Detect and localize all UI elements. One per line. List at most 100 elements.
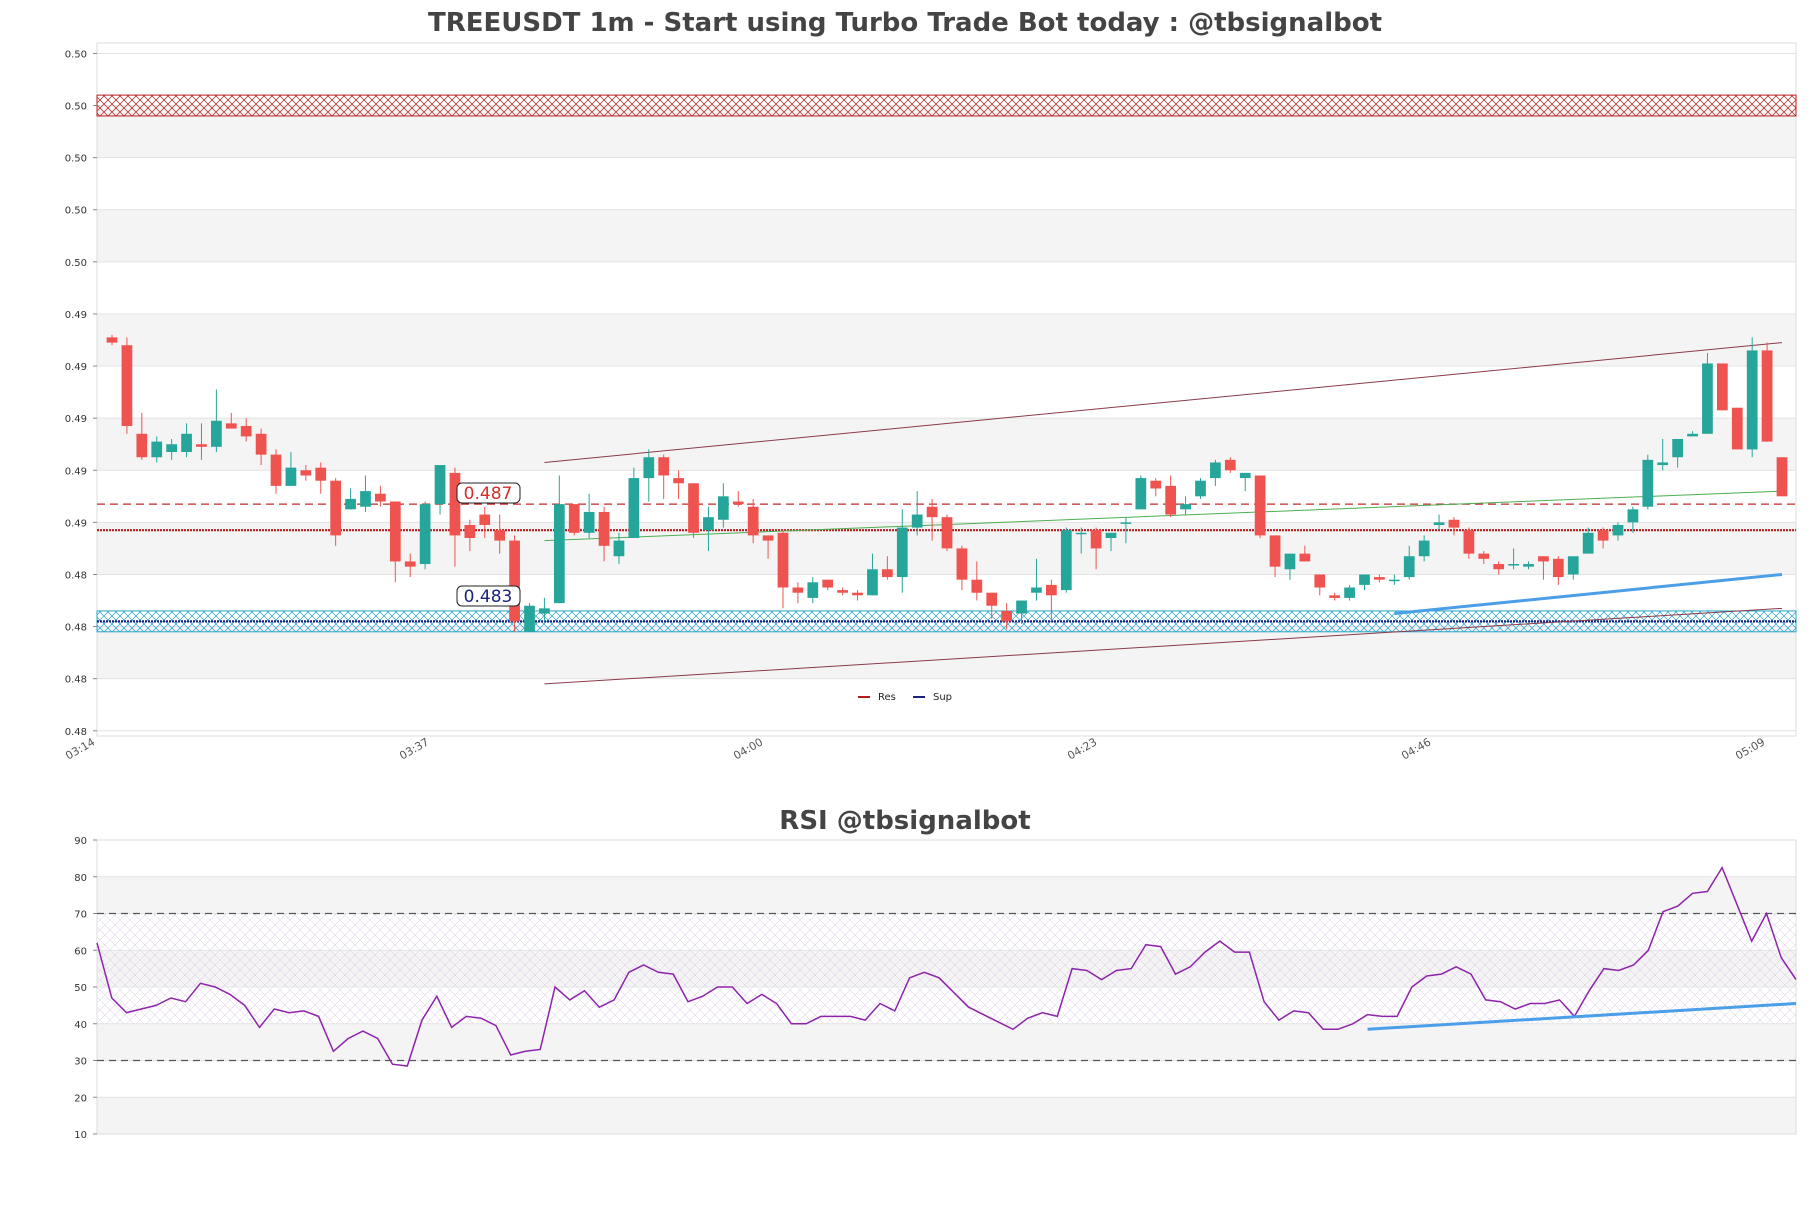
candle-body <box>464 524 476 538</box>
candle <box>360 475 371 512</box>
candle <box>792 582 804 604</box>
candle-body <box>1627 509 1639 523</box>
rsi-y-tick-label: 90 <box>74 836 87 847</box>
resistance-zone <box>96 94 1797 117</box>
candle <box>717 483 729 528</box>
sr-zones <box>96 94 1797 633</box>
candle-body <box>658 457 670 476</box>
candle-body <box>1538 556 1549 562</box>
candle-body <box>121 345 133 426</box>
candle <box>196 423 207 460</box>
price-y-tick-label: 0.50 <box>65 258 87 269</box>
candle <box>807 577 819 604</box>
rsi-hatch-band <box>97 950 1796 987</box>
candle <box>1075 527 1087 554</box>
candle <box>1761 342 1773 442</box>
candle-body <box>971 579 983 593</box>
candle-body <box>1388 579 1400 582</box>
rsi-y-tick-label: 70 <box>74 910 87 921</box>
resistance-label: 0.487 <box>456 482 521 504</box>
price-x-tick-label: 03:14 <box>63 735 97 762</box>
trend-blue-line <box>1394 572 1783 616</box>
candle-body <box>807 582 819 598</box>
candle <box>613 532 625 565</box>
candle <box>1731 407 1743 450</box>
candle-body <box>345 498 356 510</box>
candle <box>1567 556 1579 580</box>
candle <box>941 514 953 552</box>
price-y-tick-label: 0.50 <box>65 206 87 217</box>
rsi-y-tick-label: 50 <box>74 983 87 994</box>
candle <box>867 553 878 596</box>
price-x-tick-label: 05:09 <box>1733 735 1767 762</box>
candle-body <box>1046 584 1057 596</box>
candle-body <box>688 483 699 533</box>
candle <box>1299 545 1311 562</box>
candle-body <box>1582 532 1594 554</box>
price-x-tick-label: 04:00 <box>731 735 765 762</box>
price-band <box>97 418 1796 471</box>
candle <box>434 465 446 515</box>
price-x-tick-label: 03:37 <box>397 735 431 762</box>
candle-body <box>1731 407 1743 450</box>
price-band <box>97 313 1796 367</box>
candle-body <box>196 444 207 447</box>
candle-body <box>181 433 192 453</box>
price-y-tick-label: 0.49 <box>65 362 87 373</box>
candle-body <box>1418 540 1430 557</box>
candle <box>568 504 580 536</box>
candle <box>1090 527 1102 570</box>
candles <box>106 334 1788 632</box>
candle-body <box>1195 480 1206 497</box>
candle <box>1403 545 1415 580</box>
candle <box>1746 337 1758 458</box>
price-y-tick-label: 0.48 <box>65 623 87 634</box>
candle <box>300 465 312 481</box>
candle <box>1269 535 1281 578</box>
candle-body <box>598 511 610 546</box>
candle <box>1359 574 1370 591</box>
price-y-tick-label: 0.49 <box>65 310 87 321</box>
candle-body <box>643 457 655 479</box>
rsi-line <box>96 865 1797 1067</box>
candle <box>225 412 237 429</box>
candle <box>270 449 282 494</box>
rsi-y-tick-label: 30 <box>74 1057 87 1068</box>
candle <box>1493 561 1505 575</box>
candle <box>464 519 476 552</box>
candle <box>1165 475 1177 518</box>
candle <box>673 470 684 499</box>
candle <box>583 493 595 538</box>
candle <box>1508 548 1519 570</box>
candle-body <box>1299 553 1311 562</box>
candle-body <box>911 514 923 528</box>
candle-body <box>1746 350 1758 450</box>
candle-body <box>106 337 118 343</box>
candle-body <box>1329 595 1341 598</box>
candle-body <box>1478 553 1490 559</box>
candle <box>553 475 565 604</box>
candle-body <box>1374 577 1385 580</box>
candle <box>404 553 416 578</box>
price-band <box>97 626 1796 679</box>
price-y-ticks: 0.48 0.48 0.48 0.48 0.49 0.49 0.49 0.49 0.49 0.50… <box>65 49 97 738</box>
candle <box>315 462 327 494</box>
candle <box>777 530 789 609</box>
candle <box>598 506 610 562</box>
candle <box>1418 535 1430 562</box>
candle-body <box>1210 462 1221 479</box>
candle-body <box>717 496 729 520</box>
candle-body <box>270 454 282 486</box>
candle-body <box>613 540 625 557</box>
candle <box>1627 506 1639 533</box>
price-y-tick-label: 0.49 <box>65 466 87 477</box>
candle <box>971 561 983 601</box>
candle <box>285 452 297 486</box>
price-x-tick-label: 04:23 <box>1065 735 1099 762</box>
candle <box>1612 522 1624 541</box>
candle-body <box>1224 459 1236 471</box>
candle <box>1060 527 1072 593</box>
support-label: 0.483 <box>456 585 521 607</box>
candle <box>1254 475 1266 538</box>
candle <box>539 597 550 622</box>
